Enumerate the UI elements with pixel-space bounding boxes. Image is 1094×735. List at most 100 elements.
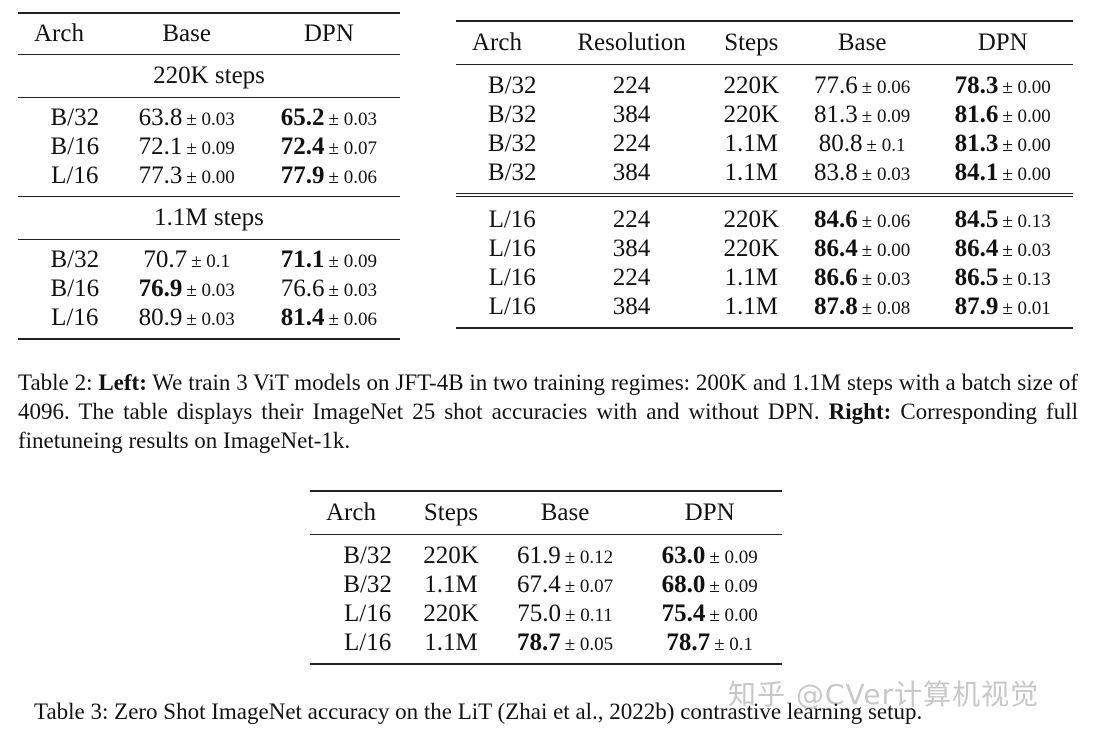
cell-dpn: 81.6 ± 0.00 [932,100,1073,129]
std-dev: ± 0.09 [328,250,377,272]
value-bold: 81.6 [954,100,999,128]
cell-base: 81.3 ± 0.09 [792,100,933,129]
value: 70.7 [143,245,188,273]
std-dev: ± 0.07 [328,137,377,159]
std-dev: ± 0.06 [328,308,377,330]
cell-resolution: 384 [612,234,651,262]
table-row: L/16 384 220K 86.4 ± 0.00 86.4 ± 0.03 [456,234,1073,263]
std-dev: ± 0.13 [1002,210,1051,232]
std-dev: ± 0.06 [328,166,377,188]
table-left: Arch Base DPN 220K steps B/32 63.8 ± 0.03… [18,12,400,340]
cell-arch: B/32 [343,570,392,598]
cell-base: 87.8 ± 0.08 [791,292,933,329]
cell-arch: B/32 [50,103,100,131]
cell-base: 78.7 ± 0.05 [492,628,638,665]
cell-base: 76.9 ± 0.03 [116,274,258,303]
table-3-caption: Table 3: Zero Shot ImageNet accuracy on … [34,699,923,724]
std-dev: ± 0.09 [709,546,758,568]
cell-steps: 220K [723,100,780,128]
value-bold: 65.2 [280,103,325,131]
caption-right-text: Corresponding full finetuneing results o… [18,399,1078,453]
cell-steps: 1.1M [724,129,779,157]
col-header-arch: Arch [326,499,376,526]
watermark: 知乎 @CVer计算机视觉 [728,678,1040,711]
cell-base: 75.0 ± 0.11 [493,599,638,628]
std-dev: ± 0.00 [186,166,235,188]
col-header-base: Base [540,499,590,526]
std-dev: ± 0.03 [186,108,235,130]
value-bold: 63.0 [661,541,706,569]
table-row: B/32 384 1.1M 83.8 ± 0.03 84.1 ± 0.00 [456,158,1073,197]
table-row: B/16 76.9 ± 0.03 76.6 ± 0.03 [18,274,400,303]
cell-resolution: 224 [612,263,651,291]
cell-steps: 1.1M [409,628,493,665]
cell-arch: L/16 [456,292,553,329]
value-bold: 86.4 [954,234,999,262]
value: 76.6 [280,274,325,302]
table-body: B/32 220K 61.9 ± 0.12 63.0 ± 0.09 B/32 1.1… [310,535,782,665]
std-dev: ± 0.1 [191,250,230,272]
caption-right-label: Right: [828,399,892,424]
cell-steps: 220K [723,71,780,99]
table-row: B/32 1.1M 67.4 ± 0.07 68.0 ± 0.09 [310,570,782,599]
cell-resolution: 384 [612,100,651,128]
cell-arch: L/16 [18,303,116,340]
table-row: L/16 1.1M 78.7 ± 0.05 78.7 ± 0.1 [310,628,782,665]
std-dev: ± 0.09 [186,137,235,159]
value-bold: 84.6 [814,205,858,233]
cell-base: 84.6 ± 0.06 [792,195,933,234]
col-header-arch: Arch [34,20,84,47]
cell-arch: B/32 [487,129,537,157]
std-dev: ± 0.03 [861,268,911,290]
cell-arch: B/32 [487,71,537,99]
std-dev: ± 0.01 [1002,297,1051,319]
value: 80.8 [818,129,863,157]
cell-base: 80.9 ± 0.03 [115,303,258,340]
std-dev: ± 0.09 [861,105,911,127]
cell-arch: L/16 [343,599,392,627]
cell-dpn: 68.0 ± 0.09 [637,570,782,599]
table-bottom: Arch Steps Base DPN B/32 220K 61.9 ± 0.12… [310,490,782,665]
section-1-1m: 1.1M steps B/32 70.7 ± 0.1 71.1 ± 0.09 B/1… [18,196,400,340]
value: 61.9 [516,541,561,569]
cell-dpn: 78.3 ± 0.00 [932,65,1073,101]
col-header-base: Base [162,20,211,47]
cell-arch: L/16 [488,263,536,291]
value: 81.3 [814,100,858,128]
value-bold: 78.7 [516,628,561,656]
table-row: B/32 224 1.1M 80.8 ± 0.1 81.3 ± 0.00 [456,129,1073,158]
cell-base: 70.7 ± 0.1 [116,240,258,275]
cell-dpn: 65.2 ± 0.03 [258,98,400,133]
table-row: L/16 224 1.1M 86.6 ± 0.03 86.5 ± 0.13 [456,263,1073,292]
value: 63.8 [138,103,183,131]
value-bold: 78.3 [954,71,999,99]
cell-resolution: 384 [552,292,711,329]
value: 80.9 [138,303,183,331]
value-bold: 71.1 [280,245,325,273]
section-header-row: 1.1M steps [18,196,400,240]
caption-left-text: We train 3 ViT models on JFT-4B in two t… [18,370,1079,424]
cell-steps: 1.1M [724,263,779,291]
col-header-resolution: Resolution [577,29,686,56]
cell-resolution: 384 [552,158,711,197]
cell-dpn: 86.5 ± 0.13 [932,263,1073,292]
cell-dpn: 84.1 ± 0.00 [932,158,1073,197]
cell-dpn: 77.9 ± 0.06 [257,161,400,197]
std-dev: ± 0.11 [565,604,613,626]
value-bold: 84.1 [954,158,999,186]
std-dev: ± 0.1 [714,633,754,655]
value-bold: 72.4 [280,132,325,160]
table-header-row: Arch Base DPN [18,13,400,55]
cell-dpn: 84.5 ± 0.13 [932,195,1073,234]
table-right: Arch Resolution Steps Base DPN B/32 224 … [456,20,1073,329]
value-bold: 86.5 [954,263,999,291]
cell-base: 83.8 ± 0.03 [791,158,933,197]
std-dev: ± 0.05 [564,633,614,655]
cell-base: 67.4 ± 0.07 [493,570,638,599]
value: 77.3 [138,161,183,189]
cell-dpn: 76.6 ± 0.03 [258,274,400,303]
std-dev: ± 0.00 [709,604,758,626]
caption-left-label: Left: [98,370,147,395]
value-bold: 76.9 [138,274,183,302]
std-dev: ± 0.06 [861,210,911,232]
